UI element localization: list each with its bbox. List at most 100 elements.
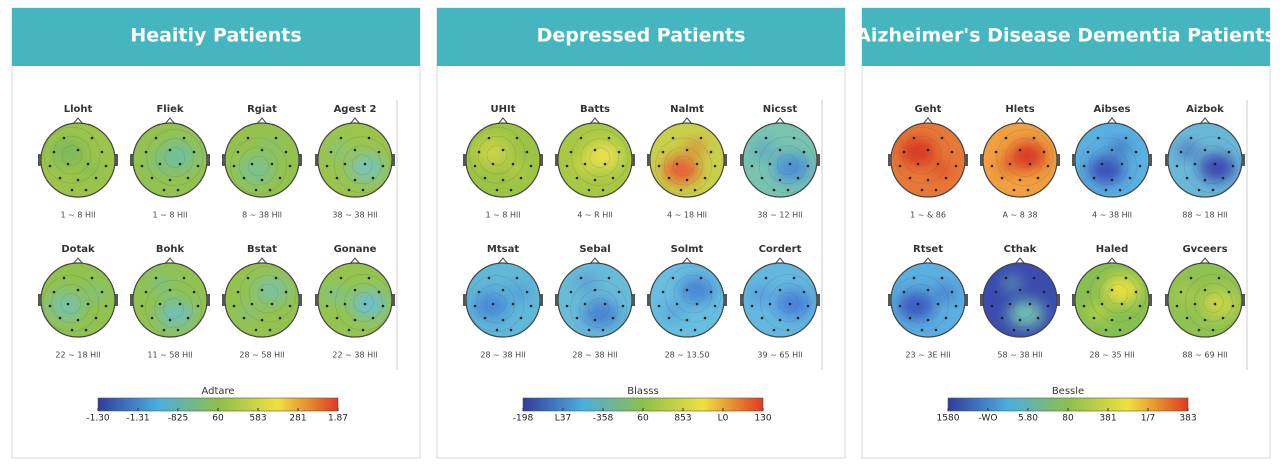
- electrode: [62, 136, 66, 140]
- electrode: [587, 328, 591, 332]
- electrode: [361, 328, 365, 332]
- ear: [392, 294, 395, 306]
- electrode: [754, 150, 758, 154]
- contour: [239, 265, 297, 323]
- nose: [681, 257, 693, 265]
- electrode: [950, 150, 954, 154]
- electrode: [242, 176, 246, 180]
- electrode: [950, 290, 954, 294]
- electrode: [657, 304, 661, 308]
- electrode: [250, 162, 254, 166]
- electrode: [246, 136, 250, 140]
- electrode: [1096, 276, 1100, 280]
- electrode: [1179, 290, 1183, 294]
- electrode: [48, 164, 52, 168]
- electrode: [792, 136, 796, 140]
- map-blob: [160, 142, 196, 170]
- electrode: [912, 136, 916, 140]
- electrode: [1036, 176, 1040, 180]
- electrode: [1221, 176, 1225, 180]
- map-caption: 22 ~ 38 Hll: [332, 351, 377, 360]
- electrode: [94, 316, 98, 320]
- ear: [980, 294, 983, 306]
- contour: [589, 147, 611, 168]
- nose: [681, 117, 693, 125]
- contour: [1183, 136, 1241, 194]
- electrode: [936, 302, 940, 306]
- electrode: [339, 136, 343, 140]
- contour: [1089, 265, 1147, 323]
- map-blob: [254, 276, 290, 304]
- electrode: [236, 150, 240, 154]
- electrode: [140, 304, 144, 308]
- ear: [1242, 294, 1245, 306]
- electrode: [593, 318, 597, 322]
- panel: [861, 7, 1271, 459]
- electrode: [1042, 290, 1046, 294]
- electrode: [495, 328, 499, 332]
- electrode: [278, 176, 282, 180]
- electrode: [104, 164, 108, 168]
- electrode: [144, 290, 148, 294]
- electrode: [994, 290, 998, 294]
- electrode: [62, 276, 66, 280]
- map-blob: [776, 290, 812, 318]
- ear: [1149, 294, 1152, 306]
- electrode: [260, 288, 264, 292]
- nose: [256, 117, 268, 125]
- electrode: [1028, 302, 1032, 306]
- electrode: [529, 304, 533, 308]
- contour: [996, 129, 1054, 186]
- electrode: [611, 316, 615, 320]
- electrode: [343, 162, 347, 166]
- electrode: [377, 150, 381, 154]
- map-caption: 28 ~ 35 Hll: [1089, 351, 1134, 360]
- electrode: [66, 162, 70, 166]
- ear: [1165, 294, 1168, 306]
- electrode: [1175, 304, 1179, 308]
- electrode: [954, 304, 958, 308]
- electrode: [587, 188, 591, 192]
- electrode: [1213, 302, 1217, 306]
- electrode: [274, 276, 278, 280]
- contour: [485, 293, 507, 314]
- map-label: Agest 2: [334, 104, 377, 115]
- map-blob: [1088, 156, 1124, 184]
- ear: [299, 154, 302, 166]
- electrode: [1028, 162, 1032, 166]
- electrode: [1203, 148, 1207, 152]
- nose: [922, 117, 934, 125]
- electrode: [140, 164, 144, 168]
- electrode: [150, 176, 154, 180]
- contour: [154, 289, 193, 328]
- electrode: [796, 176, 800, 180]
- electrode: [1036, 316, 1040, 320]
- electrode: [934, 188, 938, 192]
- map-label: Gonane: [334, 244, 377, 255]
- map-label: Sebal: [579, 244, 610, 255]
- electrode: [58, 176, 62, 180]
- electrode: [232, 164, 236, 168]
- electrode: [583, 302, 587, 306]
- map-caption: 8 ~ 38 Hll: [242, 211, 282, 220]
- electrode: [268, 188, 272, 192]
- map-caption: 38 ~ 38 Hll: [332, 211, 377, 220]
- electrode: [806, 164, 810, 168]
- electrode: [158, 162, 162, 166]
- ear: [965, 294, 968, 306]
- map-caption: 88 ~ 69 Hll: [1182, 351, 1227, 360]
- ear: [817, 294, 820, 306]
- electrode: [150, 316, 154, 320]
- electrode: [675, 162, 679, 166]
- contour: [476, 284, 516, 323]
- electrode: [1134, 290, 1138, 294]
- electrode: [671, 276, 675, 280]
- colorbar-tick-label: 80: [1062, 414, 1074, 424]
- electrode: [1026, 188, 1030, 192]
- electrode: [84, 328, 88, 332]
- electrode: [936, 162, 940, 166]
- electrode: [501, 148, 505, 152]
- electrode: [1008, 162, 1012, 166]
- electrode: [90, 276, 94, 280]
- ear: [115, 294, 118, 306]
